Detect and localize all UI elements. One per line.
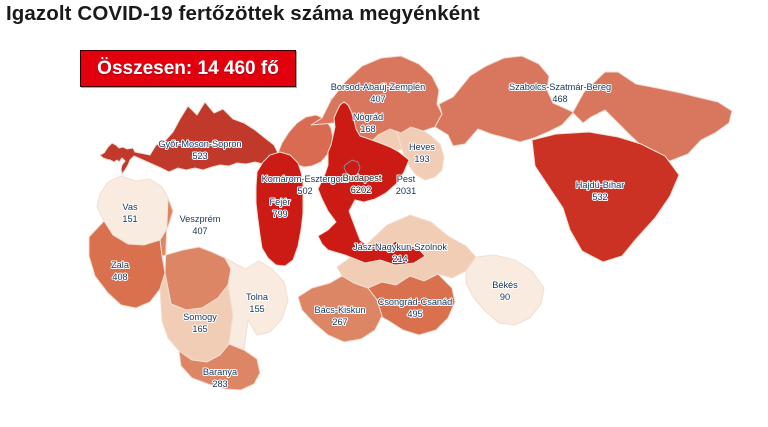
svg-text:267: 267 (332, 317, 347, 327)
svg-text:Győr-Moson-Sopron: Győr-Moson-Sopron (158, 139, 241, 149)
svg-text:283: 283 (212, 379, 227, 389)
svg-text:155: 155 (249, 304, 264, 314)
svg-text:Csongrád-Csanád: Csongrád-Csanád (378, 297, 453, 307)
svg-text:502: 502 (297, 186, 312, 196)
svg-text:523: 523 (192, 151, 207, 161)
svg-text:468: 468 (552, 94, 567, 104)
svg-text:Jász-Nagykun-Szolnok: Jász-Nagykun-Szolnok (353, 242, 447, 252)
svg-text:Baranya: Baranya (203, 367, 238, 377)
svg-text:Budapest: Budapest (343, 173, 382, 183)
svg-text:Somogy: Somogy (183, 312, 217, 322)
svg-text:Hajdú-Bihar: Hajdú-Bihar (576, 180, 625, 190)
svg-text:407: 407 (370, 94, 385, 104)
svg-text:Vas: Vas (122, 202, 138, 212)
svg-text:Szabolcs-Szatmár-Bereg: Szabolcs-Szatmár-Bereg (509, 82, 611, 92)
svg-text:Veszprém: Veszprém (180, 214, 221, 224)
svg-text:Békés: Békés (492, 280, 518, 290)
svg-text:Heves: Heves (409, 142, 435, 152)
svg-text:214: 214 (392, 254, 407, 264)
svg-text:532: 532 (592, 192, 607, 202)
svg-text:407: 407 (192, 226, 207, 236)
svg-text:Pest: Pest (397, 174, 416, 184)
svg-text:Komárom-Esztergom: Komárom-Esztergom (262, 174, 349, 184)
svg-text:408: 408 (112, 272, 127, 282)
svg-text:165: 165 (192, 324, 207, 334)
svg-text:Tolna: Tolna (246, 292, 269, 302)
svg-text:2031: 2031 (396, 186, 416, 196)
svg-text:Zala: Zala (111, 260, 130, 270)
svg-text:6202: 6202 (351, 185, 371, 195)
svg-text:495: 495 (407, 309, 422, 319)
svg-text:Fejér: Fejér (270, 197, 291, 207)
svg-text:Nógrád: Nógrád (353, 112, 383, 122)
svg-text:90: 90 (500, 292, 510, 302)
svg-text:168: 168 (360, 124, 375, 134)
svg-text:151: 151 (122, 214, 137, 224)
svg-text:Bács-Kiskun: Bács-Kiskun (314, 305, 365, 315)
svg-text:193: 193 (414, 154, 429, 164)
svg-text:Borsod-Abaúj-Zemplén: Borsod-Abaúj-Zemplén (331, 82, 425, 92)
svg-text:799: 799 (272, 209, 287, 219)
